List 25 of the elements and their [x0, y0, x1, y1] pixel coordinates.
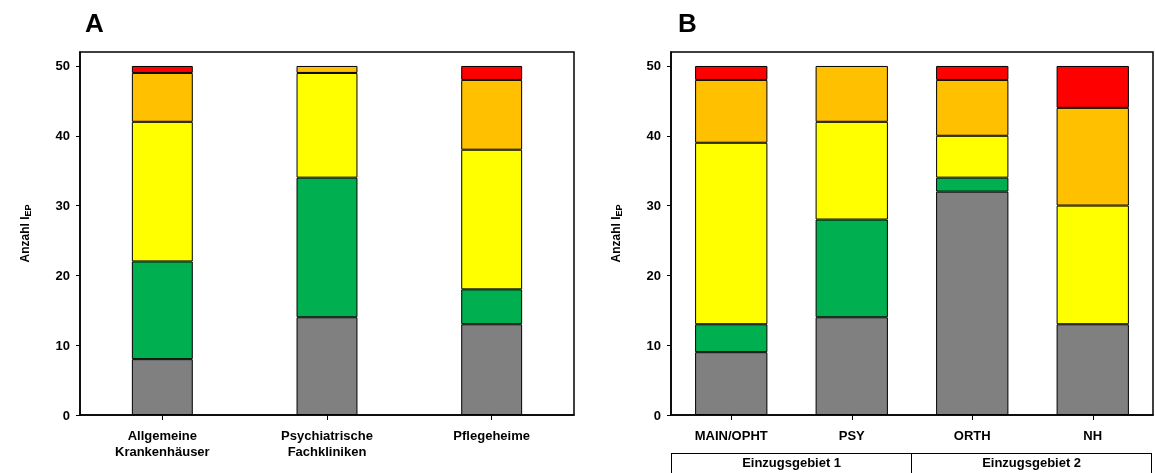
- y-axis-title: Anzahl IEP: [608, 204, 623, 263]
- chart-title: B: [677, 8, 697, 38]
- y-tick-label: 0: [653, 407, 661, 423]
- x-tick-label: Allgemeine Krankenhäuser: [115, 427, 210, 459]
- y-tick-label: 50: [55, 58, 70, 74]
- y-tick-label: 20: [646, 267, 661, 283]
- x-tick-label: Psychiatrische Fachkliniken: [281, 427, 373, 459]
- chart-title: A: [85, 8, 104, 38]
- y-tick-label: 20: [55, 267, 70, 283]
- y-tick-label: 0: [62, 407, 70, 423]
- y-tick-label: 10: [55, 337, 70, 353]
- y-tick-label: 40: [55, 128, 70, 144]
- x-tick-label: NH: [1082, 427, 1102, 443]
- y-tick-label: 50: [646, 58, 661, 74]
- x-tick-label: PSY: [838, 427, 865, 443]
- y-tick-label: 30: [55, 198, 70, 214]
- x-tick-label: ORTH: [953, 427, 991, 443]
- x-tick-label: MAIN/OPHT: [694, 427, 768, 443]
- y-tick-label: 10: [646, 337, 661, 353]
- text: Einzugsgebiet 1: [670, 453, 913, 473]
- y-axis-title: Anzahl IEP: [17, 204, 33, 263]
- text: Einzugsgebiet 2: [911, 453, 1152, 473]
- y-tick-label: 30: [646, 198, 661, 214]
- x-tick-label: Pflegeheime: [453, 427, 530, 443]
- y-tick-label: 40: [646, 128, 661, 144]
